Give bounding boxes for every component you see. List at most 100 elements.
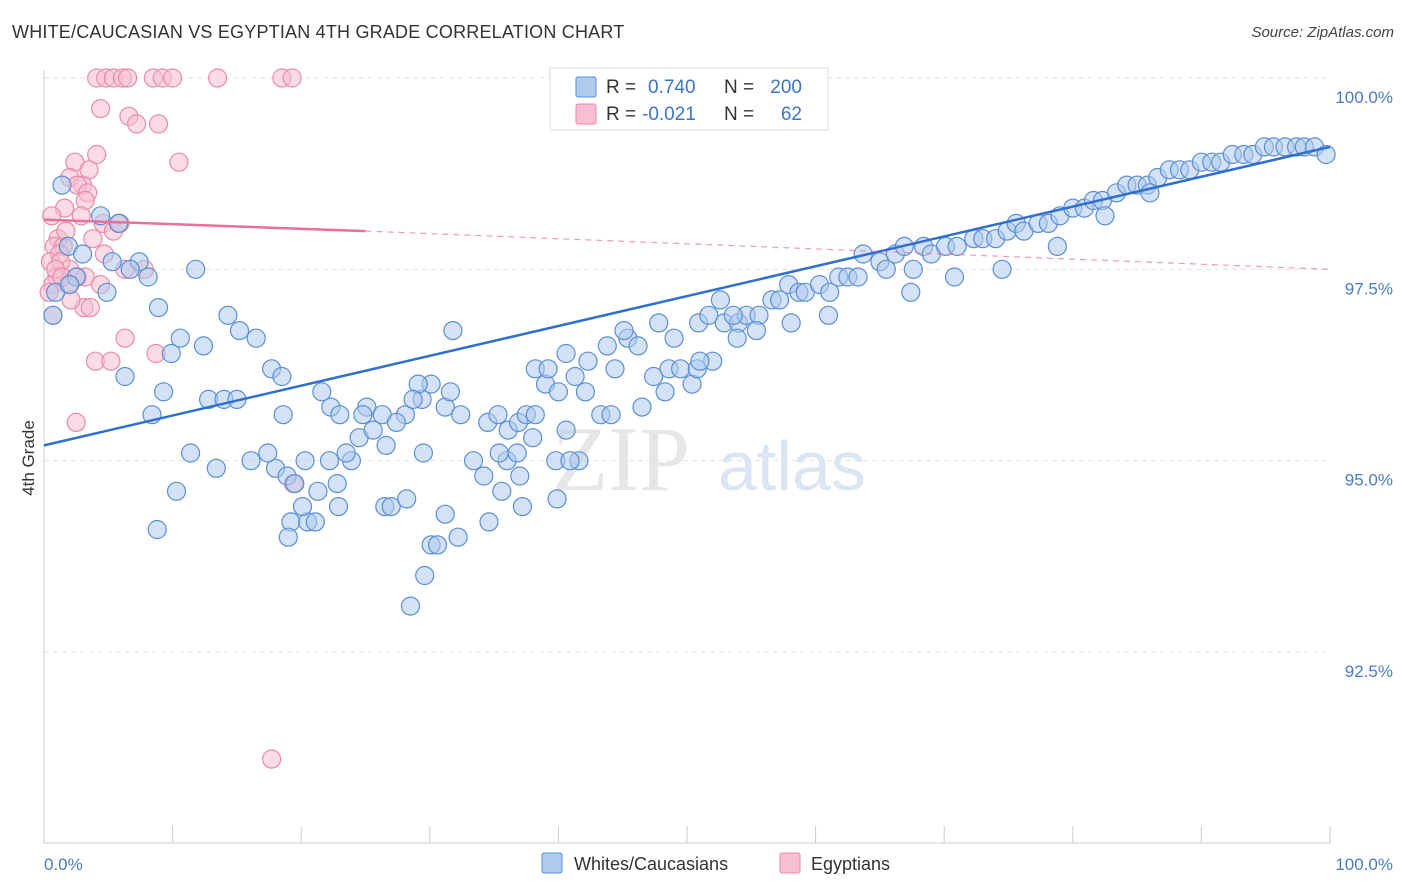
whites-point xyxy=(944,267,965,287)
whites-point xyxy=(463,451,484,471)
whites-point xyxy=(147,519,167,540)
egyptians-point xyxy=(148,114,169,134)
whites-point xyxy=(413,443,433,463)
whites-point xyxy=(699,305,719,325)
whites-point xyxy=(120,259,140,279)
whites-point xyxy=(820,282,840,302)
whites-point xyxy=(97,282,117,302)
whites-point xyxy=(52,175,72,195)
whites-point xyxy=(448,527,468,547)
whites-point xyxy=(643,366,664,387)
whites-trend-line xyxy=(43,145,1331,447)
y-axis-title: 4th Grade xyxy=(19,420,38,496)
y-tick-labels: 92.5% 95.0% 97.5% 100.0% xyxy=(1335,88,1393,681)
whites-point xyxy=(72,244,93,264)
whites-point xyxy=(512,497,533,517)
whites-point xyxy=(246,328,266,348)
egyptians-point xyxy=(282,68,302,88)
whites-point xyxy=(319,451,340,471)
whites-point xyxy=(154,382,174,402)
whites-point xyxy=(386,412,406,432)
legend-swatch-egyptians xyxy=(575,103,597,125)
whites-point xyxy=(597,336,617,356)
bottom-legend-label-egyptians: Egyptians xyxy=(811,854,890,874)
bottom-legend-swatch-whites xyxy=(541,852,563,874)
whites-point xyxy=(655,382,675,402)
bottom-legend: Whites/Caucasians Egyptians xyxy=(541,852,890,874)
whites-point xyxy=(363,420,383,440)
whites-point xyxy=(548,382,569,402)
whites-point xyxy=(560,451,580,471)
whites-point xyxy=(903,259,923,279)
whites-point xyxy=(578,351,598,371)
whites-point xyxy=(427,535,448,555)
egyptians-trend-line xyxy=(43,218,366,233)
whites-point xyxy=(575,382,596,402)
egyptians-point xyxy=(66,412,86,432)
whites-point xyxy=(614,321,634,341)
y-tick-label: 92.5% xyxy=(1345,662,1393,681)
whites-point xyxy=(1095,206,1115,226)
legend-r-label-egyptians: R = xyxy=(606,104,636,125)
whites-point xyxy=(848,267,868,287)
whites-point xyxy=(161,343,181,364)
whites-point xyxy=(670,359,691,379)
whites-point xyxy=(206,458,226,478)
whites-point xyxy=(218,305,238,325)
legend-box: R = 0.740 N = 200 R = -0.021 N = 62 xyxy=(549,67,829,131)
x-tick-labels: 0.0% 100.0% xyxy=(44,855,1393,874)
whites-point xyxy=(556,343,576,364)
whites-point xyxy=(278,527,298,547)
chart-source: Source: ZipAtlas.com xyxy=(1251,24,1394,41)
egyptians-point xyxy=(208,68,228,88)
legend-n-label-whites: N = xyxy=(724,77,754,98)
whites-point xyxy=(492,481,512,501)
whites-point xyxy=(601,405,621,425)
whites-point xyxy=(632,397,652,417)
whites-point xyxy=(474,466,494,486)
y-tick-label: 95.0% xyxy=(1345,471,1393,490)
whites-point xyxy=(148,298,169,318)
whites-point xyxy=(328,497,349,517)
whites-point xyxy=(723,305,743,325)
whites-point xyxy=(507,443,527,463)
legend-n-label-egyptians: N = xyxy=(724,104,754,125)
whites-point xyxy=(488,405,508,425)
whites-point xyxy=(727,328,747,348)
whites-point xyxy=(181,443,201,463)
whites-point xyxy=(397,489,417,509)
whites-point xyxy=(241,451,261,471)
whites-point xyxy=(295,451,315,471)
whites-point xyxy=(115,366,135,387)
whites-point xyxy=(565,366,585,387)
egyptians-trend-extension xyxy=(365,230,1331,270)
x-tick-label-max: 100.0% xyxy=(1335,855,1393,874)
egyptians-point xyxy=(262,749,282,769)
legend-swatch-whites xyxy=(575,76,597,98)
whites-point xyxy=(605,359,625,379)
egyptians-point xyxy=(127,114,147,134)
egyptians-point xyxy=(163,68,183,88)
whites-point xyxy=(440,382,460,402)
legend-n-value-whites: 200 xyxy=(770,77,802,98)
whites-point xyxy=(312,382,332,402)
chart-title: WHITE/CAUCASIAN VS EGYPTIAN 4TH GRADE CO… xyxy=(12,22,625,42)
whites-point xyxy=(556,420,576,440)
whites-point xyxy=(330,405,350,425)
whites-point xyxy=(376,435,396,455)
whites-point xyxy=(308,481,328,501)
whites-point xyxy=(292,497,313,517)
bottom-legend-swatch-egyptians xyxy=(779,852,801,874)
whites-point xyxy=(415,565,435,586)
whites-point xyxy=(403,389,423,409)
whites-point xyxy=(193,336,214,356)
whites-point xyxy=(272,366,292,387)
whites-point xyxy=(400,596,421,616)
legend-r-value-egyptians: -0.021 xyxy=(642,104,696,125)
y-tick-label: 100.0% xyxy=(1335,88,1393,107)
whites-point xyxy=(170,328,190,348)
whites-point xyxy=(353,405,373,425)
x-ticks xyxy=(43,826,1331,843)
whites-point xyxy=(258,443,278,463)
